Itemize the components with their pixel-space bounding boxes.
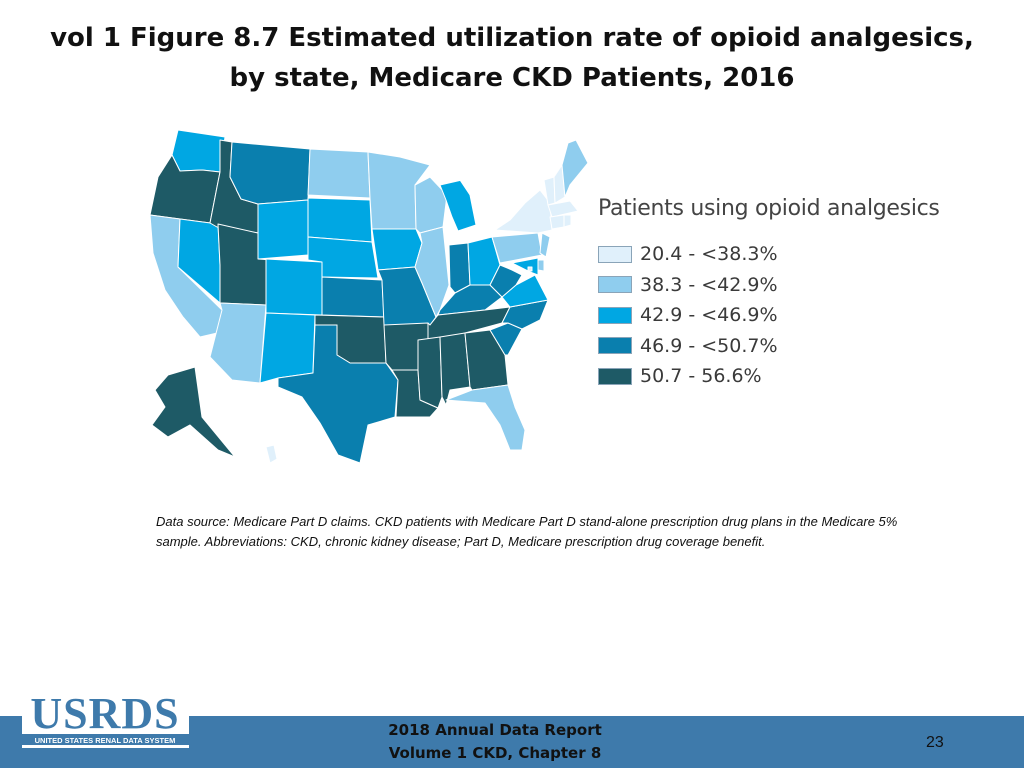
legend-item: 46.9 - <50.7% [598, 331, 958, 362]
state-RI [563, 214, 572, 228]
legend-title: Patients using opioid analgesics [598, 196, 940, 221]
legend-item: 50.7 - 56.6% [598, 361, 958, 392]
legend-label: 46.9 - <50.7% [640, 334, 778, 357]
legend-label: 38.3 - <42.9% [640, 273, 778, 296]
data-source-note: Data source: Medicare Part D claims. CKD… [156, 514, 898, 549]
state-PA [491, 232, 543, 264]
us-choropleth-map [149, 129, 589, 464]
state-NM [259, 312, 316, 384]
state-MA [547, 200, 579, 218]
state-CO [265, 258, 323, 316]
state-ME [561, 139, 589, 198]
legend-item: 38.3 - <42.9% [598, 270, 958, 301]
state-MS [417, 336, 443, 409]
state-DC [527, 266, 533, 272]
legend-item: 42.9 - <46.9% [598, 300, 958, 331]
legend-swatch [598, 306, 632, 324]
legend-swatch [598, 276, 632, 294]
footer-line1: 2018 Annual Data Report [388, 721, 602, 739]
legend-item: 20.4 - <38.3% [598, 239, 958, 270]
state-IN [448, 242, 471, 294]
state-FL [445, 384, 526, 451]
figure-title: vol 1 Figure 8.7 Estimated utilization r… [0, 18, 1024, 98]
logo-sub-text: UNITED STATES RENAL DATA SYSTEM [35, 736, 176, 745]
figure-title-line2: by state, Medicare CKD Patients, 2016 [229, 63, 795, 93]
usrds-logo: USRDS UNITED STATES RENAL DATA SYSTEM [22, 690, 189, 748]
figure-title-line1: vol 1 Figure 8.7 Estimated utilization r… [50, 23, 974, 53]
state-SC [489, 322, 523, 356]
state-WA [171, 129, 226, 173]
state-NJ [539, 232, 551, 258]
state-MI [439, 176, 477, 232]
legend-label: 42.9 - <46.9% [640, 304, 778, 327]
state-ND [307, 148, 371, 199]
page-number: 23 [926, 734, 944, 751]
legend-swatch [598, 245, 632, 263]
state-HI [265, 444, 278, 464]
legend-label: 50.7 - 56.6% [640, 365, 762, 388]
map-legend: Patients using opioid analgesics 20.4 - … [598, 196, 958, 392]
legend-swatch [598, 367, 632, 385]
state-CT [549, 214, 565, 230]
logo-main-text: USRDS [30, 690, 179, 738]
legend-swatch [598, 337, 632, 355]
legend-label: 20.4 - <38.3% [640, 243, 778, 266]
state-AK [151, 366, 236, 458]
state-WY [257, 199, 309, 260]
footer-line2: Volume 1 CKD, Chapter 8 [388, 744, 602, 762]
state-TX [277, 324, 399, 464]
state-IA [371, 228, 423, 271]
state-NY [494, 189, 553, 234]
state-SD [307, 197, 373, 243]
state-DE [537, 259, 545, 272]
state-MT [229, 141, 311, 205]
state-WV [489, 264, 523, 298]
footer-report-title: 2018 Annual Data Report Volume 1 CKD, Ch… [0, 719, 990, 765]
state-KS [321, 276, 385, 318]
